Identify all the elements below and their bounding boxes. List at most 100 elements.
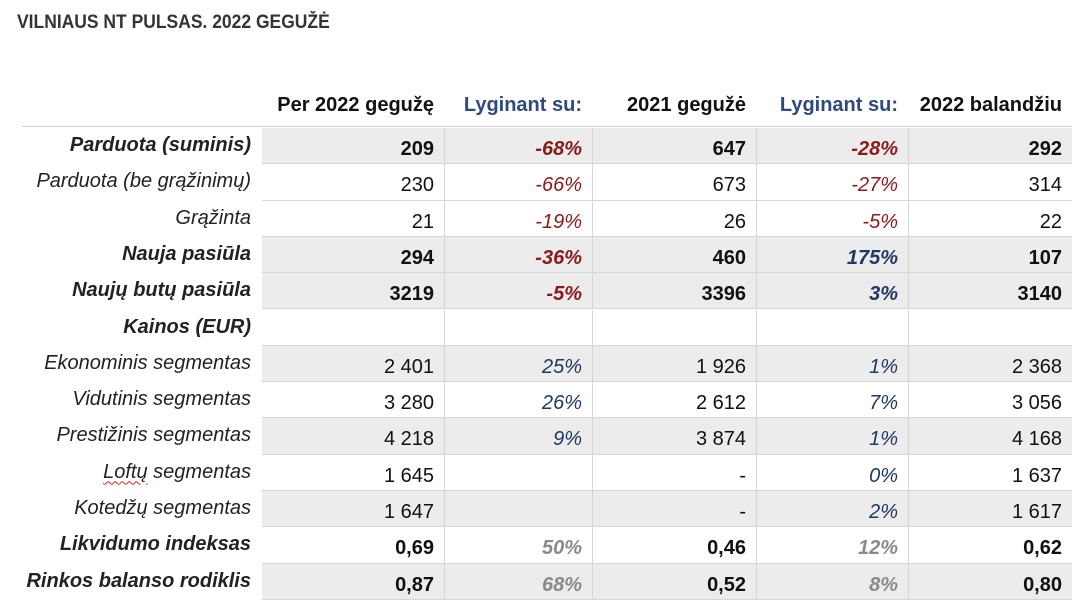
table-cell: 209 bbox=[262, 128, 444, 164]
table-cell: -19% bbox=[444, 200, 592, 237]
table-row: Loftų segmentas 1 645 -0% 1 637 bbox=[0, 454, 1089, 491]
row-label: Ekonominis segmentas bbox=[44, 351, 251, 374]
table-cell bbox=[262, 310, 444, 346]
table-cell: 7% bbox=[756, 382, 908, 419]
table-cell: - bbox=[592, 491, 756, 527]
table-cell: 1 617 bbox=[908, 491, 1072, 527]
row-label: Grąžinta bbox=[175, 206, 251, 229]
row-label: Prestižinis segmentas bbox=[56, 424, 251, 447]
table-cell: 2 401 bbox=[262, 345, 444, 382]
table-cell: 292 bbox=[908, 128, 1072, 164]
table-cell bbox=[908, 309, 1072, 346]
row-divider bbox=[262, 272, 1072, 274]
table-cell: 673 bbox=[592, 164, 756, 201]
table-cell: 3140 bbox=[908, 273, 1072, 310]
table-cell: -28% bbox=[756, 128, 908, 164]
table-cell: 1 645 bbox=[383, 464, 434, 487]
table-cell: 26 bbox=[592, 200, 756, 237]
table-cell bbox=[444, 454, 592, 491]
table-cell: 2% bbox=[756, 491, 908, 527]
table-cell: 175% bbox=[756, 236, 908, 273]
table-cell: 1 926 bbox=[592, 345, 756, 382]
table-cell: 3396 bbox=[592, 273, 756, 310]
table-cell: 0,52 bbox=[592, 563, 756, 600]
table-row: Likvidumo indeksas 0,69 50% 0,46 12% 0,62 bbox=[0, 527, 1089, 564]
row-label-word: Loftų bbox=[103, 460, 148, 483]
row-label: Nauja pasiūla bbox=[122, 242, 251, 265]
row-label: Kotedžų segmentas bbox=[74, 497, 251, 519]
row-divider bbox=[262, 453, 1072, 455]
table-cell: - bbox=[592, 454, 756, 491]
table-cell: 460 bbox=[592, 236, 756, 273]
row-label: Kainos (EUR) bbox=[123, 315, 251, 338]
table-row: Grąžinta 21 -19% 26 -5% 22 bbox=[0, 200, 1089, 237]
row-label: Rinkos balanso rodiklis bbox=[26, 569, 251, 592]
table-cell: 294 bbox=[262, 236, 444, 273]
row-divider bbox=[262, 235, 1072, 237]
table-row: Kainos (EUR) bbox=[0, 309, 1089, 346]
row-label: Likvidumo indeksas bbox=[59, 533, 251, 556]
table-cell: 230 bbox=[400, 174, 434, 197]
table-cell bbox=[444, 309, 592, 346]
header-lyginant-su-1: Lyginant su: bbox=[463, 94, 582, 116]
table-cell: -5% bbox=[756, 200, 908, 237]
table-cell: 9% bbox=[444, 418, 592, 455]
table-cell: 1% bbox=[756, 418, 908, 455]
row-divider bbox=[262, 308, 1072, 310]
table-cell: 12% bbox=[756, 527, 908, 564]
table-cell: 107 bbox=[908, 236, 1072, 273]
table-cell: 0,69 bbox=[395, 537, 434, 560]
table-row: Naujų butų pasiūla 3219 -5% 3396 3% 3140 bbox=[0, 273, 1089, 310]
table-cell bbox=[756, 309, 908, 346]
row-divider bbox=[262, 489, 1072, 491]
table-cell: 0,62 bbox=[908, 527, 1072, 564]
table-cell: 4 218 bbox=[262, 418, 444, 455]
table-row: Rinkos balanso rodiklis 0,87 68% 0,52 8% 0,80 bbox=[0, 563, 1089, 600]
table-cell: 3 280 bbox=[383, 392, 434, 415]
table-cell: 0% bbox=[756, 454, 908, 491]
table-cell: 1 637 bbox=[908, 454, 1072, 491]
table-cell: -68% bbox=[444, 128, 592, 164]
table-cell: 0,80 bbox=[908, 563, 1072, 600]
table-cell: -66% bbox=[444, 164, 592, 201]
row-divider bbox=[262, 381, 1072, 383]
table-cell: 25% bbox=[444, 345, 592, 382]
header-2021-geguze: 2021 gegužė bbox=[627, 94, 746, 116]
row-label: Parduota (be grąžinimų) bbox=[36, 170, 251, 193]
table-row: Ekonominis segmentas 2 401 25% 1 926 1% 2 368 bbox=[0, 345, 1089, 383]
row-divider bbox=[262, 199, 1072, 201]
table-cell: -36% bbox=[444, 236, 592, 273]
table-cell: 3% bbox=[756, 273, 908, 310]
row-label-rest: segmentas bbox=[147, 460, 251, 483]
row-label: Vidutinis segmentas bbox=[72, 388, 251, 411]
table-row: Parduota (be grąžinimų) 230 -66% 673 -27% 314 bbox=[0, 164, 1089, 201]
table-row: Parduota (suminis) 209 -68% 647 -28% 292 bbox=[0, 128, 1089, 165]
table-cell: 3 874 bbox=[592, 418, 756, 455]
table-row: Nauja pasiūla 294 -36% 460 175% 107 bbox=[0, 236, 1089, 274]
table-cell: 4 168 bbox=[908, 418, 1072, 455]
table-row: Kotedžų segmentas 1 647 -2% 1 617 bbox=[0, 491, 1089, 528]
table-cell: 22 bbox=[908, 200, 1072, 237]
table-cell: -27% bbox=[756, 164, 908, 201]
table-cell bbox=[592, 309, 756, 346]
row-label: Loftų segmentas bbox=[0, 455, 251, 491]
page-title: VILNIAUS NT PULSAS. 2022 GEGUŽĖ bbox=[17, 12, 330, 33]
table-cell: 8% bbox=[756, 563, 908, 600]
table-cell bbox=[444, 491, 592, 527]
table-cell: 314 bbox=[908, 164, 1072, 201]
table-row: Vidutinis segmentas 3 280 26% 2 612 7% 3 056 bbox=[0, 382, 1089, 419]
table-cell: 0,87 bbox=[262, 563, 444, 600]
header-per-2022-geguze: Per 2022 gegužę bbox=[277, 94, 434, 116]
row-divider bbox=[262, 417, 1072, 419]
table-cell: 647 bbox=[592, 128, 756, 164]
table-cell: 0,46 bbox=[592, 527, 756, 564]
table-cell: 1% bbox=[756, 345, 908, 382]
row-divider bbox=[262, 163, 1072, 165]
table-cell: -5% bbox=[444, 273, 592, 310]
table-cell: 3 056 bbox=[908, 382, 1072, 419]
table-cell: 2 368 bbox=[908, 345, 1072, 382]
row-divider bbox=[262, 598, 1072, 600]
row-divider bbox=[262, 344, 1072, 346]
table-row: Prestižinis segmentas 4 218 9% 3 874 1% 4 168 bbox=[0, 418, 1089, 455]
table-cell: 50% bbox=[444, 527, 592, 564]
